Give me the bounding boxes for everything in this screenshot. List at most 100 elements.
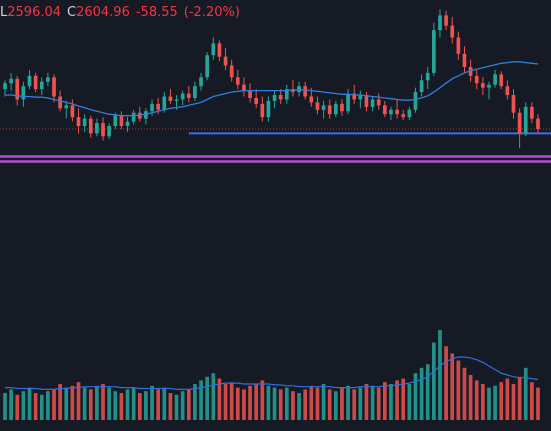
candle-body [229,65,234,78]
candle-body [352,93,357,100]
candle-body [481,83,485,88]
volume-bar [52,389,56,420]
candle-body [456,37,461,54]
volume-bar [364,384,369,420]
volume-bar [321,384,326,420]
candle-body [260,103,265,118]
volume-bar [284,387,289,420]
volume-bar [303,389,308,420]
candle-body [505,86,510,96]
candle-body [95,123,99,134]
volume-bar [58,384,62,420]
volume-moving-average-line [5,356,539,390]
volume-bar [523,367,528,420]
candle-body [156,103,160,110]
candle-body [248,90,252,98]
candle-body [297,86,301,93]
volume-bar [505,378,510,420]
candle-body [413,92,418,110]
candle-body [27,75,32,87]
candle-body [309,96,314,103]
candle-body [137,112,142,119]
volume-bar [260,380,265,420]
volume-bar [113,391,118,420]
candle-body [340,103,344,112]
volume-bar [39,394,44,420]
candle-body [487,84,491,88]
volume-bar [536,387,540,420]
volume-bar [199,380,203,420]
close-value: 2604.96 [76,5,130,20]
volume-bar [333,391,338,420]
volume-bar [242,389,246,420]
volume-bar [137,393,142,420]
candle-body [272,95,277,101]
volume-bar [9,389,13,420]
candle-body [358,95,363,100]
candle-body [217,43,222,57]
candle-body [235,77,240,85]
candle-body [64,105,69,109]
candle-body [254,97,259,104]
candle-body [174,99,179,101]
candle-body [9,78,13,84]
candle-body [315,102,320,110]
volume-bar [468,375,473,420]
volume-bar [395,380,399,420]
volume-bar [131,387,136,420]
candle-body [39,81,44,90]
volume-bar [235,387,240,420]
candle-body [70,105,75,118]
volume-bar [21,391,26,420]
volume-bar [82,387,87,420]
volume-bar [46,391,50,420]
candle-body [370,99,375,107]
volume-bar [156,389,160,420]
volume-bar [383,382,387,420]
volume-bar [438,330,442,420]
candle-body [58,96,62,109]
close-label: C [67,5,77,20]
volume-bar [107,387,111,420]
candle-body [284,89,289,100]
candle-body [162,96,167,110]
volume-bar [88,389,93,420]
candle-body [131,112,136,122]
candle-body [303,86,308,97]
volume-bar [517,376,522,420]
candle-body [82,118,87,126]
candle-body [450,25,455,38]
candle-body [242,84,246,91]
candle-body [193,86,197,98]
volume-bar [272,387,277,420]
candle-body [150,103,154,112]
candle-body [364,95,369,107]
volume-bar [407,384,412,420]
volume-bar [481,384,485,420]
volume-bar [450,353,455,420]
candle-body [15,78,20,100]
candle-body [389,109,393,115]
candle-body [376,99,381,106]
candle-body [33,75,38,90]
candle-body [88,118,93,134]
candle-body [432,30,436,73]
volume-bar [352,389,357,420]
candle-body [52,77,56,97]
change-value: -58.55 [135,5,178,20]
candle-body [523,106,528,134]
volume-bar [64,387,69,420]
volume-bar [419,367,424,420]
volume-bar [425,364,430,420]
volume-bar [205,376,210,420]
volume-bar [309,385,314,420]
volume-bar [211,373,216,420]
volume-bar [229,382,234,420]
candle-body [168,96,173,101]
candle-body [511,95,516,113]
candle-body [407,109,412,118]
volume-bar [174,394,179,420]
candle-body [474,75,479,84]
